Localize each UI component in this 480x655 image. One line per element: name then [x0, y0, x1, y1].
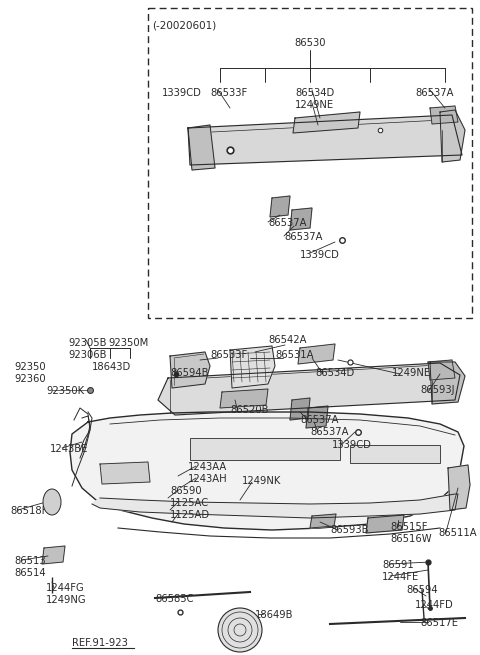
- Polygon shape: [298, 344, 335, 364]
- Text: 92350M: 92350M: [108, 338, 148, 348]
- Text: 86593B: 86593B: [330, 525, 369, 535]
- Text: 86530: 86530: [294, 38, 326, 48]
- Text: 18649B: 18649B: [255, 610, 293, 620]
- Text: 92350K: 92350K: [46, 386, 84, 396]
- Text: 86591: 86591: [382, 560, 414, 570]
- Text: REF.91-923: REF.91-923: [72, 638, 128, 648]
- Bar: [190, 438, 340, 460]
- Text: 1125AD: 1125AD: [170, 510, 210, 520]
- Text: 1249NE: 1249NE: [392, 368, 431, 378]
- Text: 1244FD: 1244FD: [415, 600, 454, 610]
- Text: 86594: 86594: [406, 585, 438, 595]
- Text: 92305B: 92305B: [68, 338, 107, 348]
- Text: 1243BE: 1243BE: [50, 444, 88, 454]
- Circle shape: [218, 608, 262, 652]
- Bar: [350, 445, 440, 463]
- Text: 86537A: 86537A: [284, 232, 323, 242]
- Text: 1244FG: 1244FG: [46, 583, 85, 593]
- Text: 1339CD: 1339CD: [300, 250, 340, 260]
- Ellipse shape: [43, 489, 61, 515]
- Text: 86517E: 86517E: [420, 618, 458, 628]
- Text: 1249NE: 1249NE: [295, 100, 334, 110]
- Text: 92306B: 92306B: [68, 350, 107, 360]
- Text: 86542A: 86542A: [268, 335, 307, 345]
- Text: 86537A: 86537A: [300, 415, 338, 425]
- Text: 86534D: 86534D: [315, 368, 354, 378]
- Text: 86520B: 86520B: [230, 405, 268, 415]
- Text: 92350: 92350: [14, 362, 46, 372]
- Polygon shape: [428, 360, 455, 380]
- Polygon shape: [293, 112, 360, 133]
- Polygon shape: [230, 346, 275, 388]
- Polygon shape: [290, 398, 310, 420]
- Text: 86533F: 86533F: [210, 350, 247, 360]
- Text: 1243AH: 1243AH: [188, 474, 228, 484]
- Text: 86515F: 86515F: [390, 522, 428, 532]
- Polygon shape: [70, 412, 464, 530]
- Text: 1339CD: 1339CD: [162, 88, 202, 98]
- Text: 86590: 86590: [170, 486, 202, 496]
- Polygon shape: [158, 363, 460, 415]
- Polygon shape: [42, 546, 65, 564]
- Text: 86518F: 86518F: [10, 506, 48, 516]
- Polygon shape: [306, 406, 328, 428]
- Text: 86514: 86514: [14, 568, 46, 578]
- Text: (-20020601): (-20020601): [152, 20, 216, 30]
- Text: 86511A: 86511A: [438, 528, 477, 538]
- Polygon shape: [188, 115, 462, 165]
- Polygon shape: [448, 465, 470, 510]
- Text: 86537A: 86537A: [310, 427, 348, 437]
- Text: 86516W: 86516W: [390, 534, 432, 544]
- Text: 86537A: 86537A: [415, 88, 454, 98]
- Polygon shape: [170, 352, 210, 388]
- Text: 86593J: 86593J: [420, 385, 455, 395]
- Text: 86594B: 86594B: [170, 368, 208, 378]
- Polygon shape: [290, 208, 312, 230]
- Text: 1339CD: 1339CD: [332, 440, 372, 450]
- Polygon shape: [430, 106, 458, 124]
- Polygon shape: [310, 514, 336, 528]
- Text: 1249NG: 1249NG: [46, 595, 86, 605]
- Text: 92360: 92360: [14, 374, 46, 384]
- Text: 86531A: 86531A: [275, 350, 313, 360]
- Polygon shape: [188, 125, 215, 170]
- Text: 1125AC: 1125AC: [170, 498, 209, 508]
- Text: 18643D: 18643D: [92, 362, 131, 372]
- Polygon shape: [100, 462, 150, 484]
- Text: 1243AA: 1243AA: [188, 462, 227, 472]
- Text: 86534D: 86534D: [295, 88, 334, 98]
- Polygon shape: [430, 362, 465, 404]
- Text: 86513: 86513: [14, 556, 46, 566]
- Polygon shape: [366, 515, 404, 533]
- Polygon shape: [440, 110, 465, 162]
- Text: 1244FE: 1244FE: [382, 572, 419, 582]
- Polygon shape: [270, 196, 290, 217]
- Polygon shape: [220, 389, 268, 408]
- Text: 86585C: 86585C: [155, 594, 193, 604]
- Text: 86537A: 86537A: [268, 218, 307, 228]
- Polygon shape: [92, 494, 458, 518]
- Text: 1249NK: 1249NK: [242, 476, 281, 486]
- Text: 86533F: 86533F: [210, 88, 247, 98]
